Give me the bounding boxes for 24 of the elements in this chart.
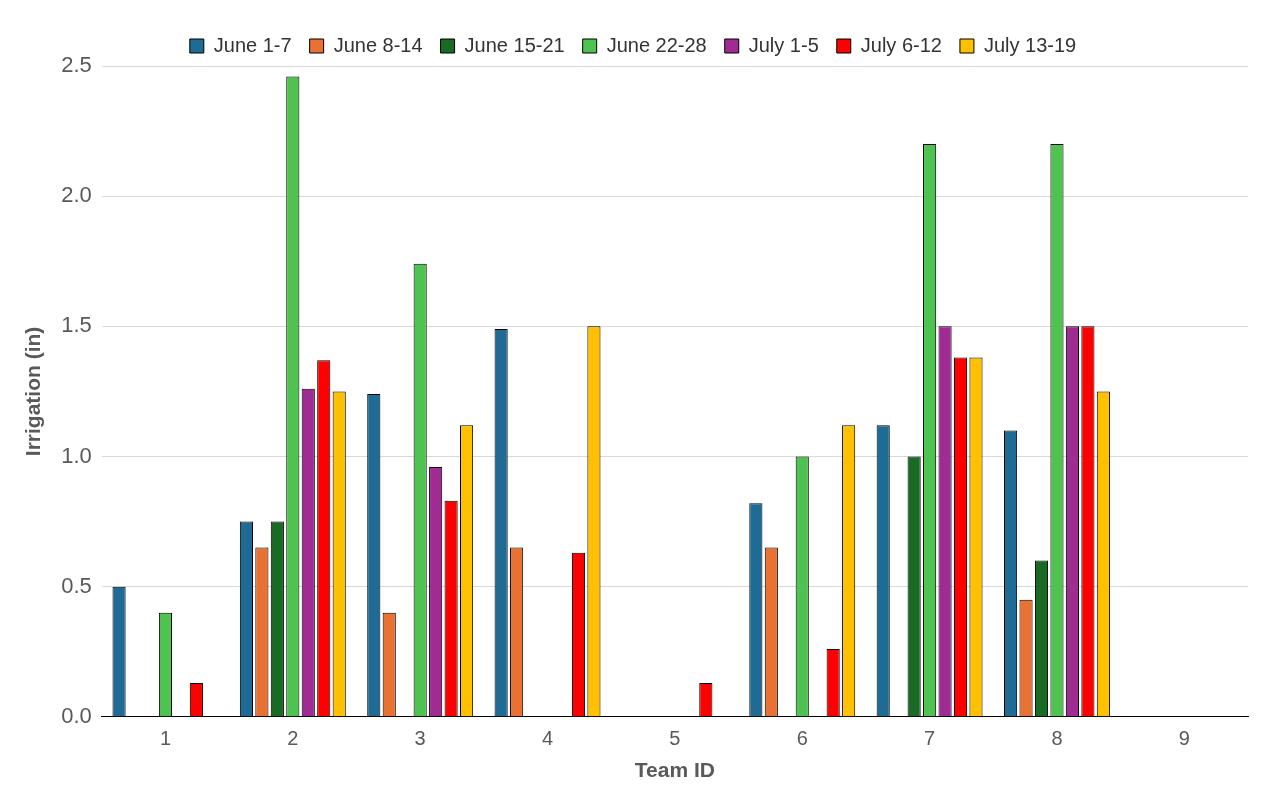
legend-label: June 8-14 bbox=[333, 33, 423, 56]
legend-label: July 6-12 bbox=[860, 33, 942, 56]
x-tick-label: 4 bbox=[541, 727, 554, 750]
y-tick-label: 1.0 bbox=[61, 442, 92, 468]
y-tick-label: 0.0 bbox=[61, 702, 92, 728]
x-tick-label: 2 bbox=[287, 727, 299, 750]
y-tick-label: 2.0 bbox=[61, 182, 92, 208]
x-tick-label: 7 bbox=[924, 727, 936, 750]
legend-label: June 22-28 bbox=[606, 33, 707, 56]
x-tick-label: 5 bbox=[669, 727, 681, 750]
legend-label: June 1-7 bbox=[213, 33, 292, 56]
x-tick-label: 1 bbox=[159, 727, 172, 750]
y-tick-label: 2.5 bbox=[61, 52, 92, 78]
x-axis-title: Team ID bbox=[634, 758, 715, 782]
legend-label: July 1-5 bbox=[748, 33, 819, 56]
legend-label: June 15-21 bbox=[464, 33, 565, 56]
x-tick-label: 9 bbox=[1178, 727, 1190, 750]
y-axis-title: Irrigation (in) bbox=[21, 326, 45, 457]
x-tick-label: 6 bbox=[796, 727, 808, 750]
y-tick-label: 1.5 bbox=[61, 312, 92, 338]
x-tick-label: 3 bbox=[414, 727, 426, 750]
x-tick-label: 8 bbox=[1051, 727, 1063, 750]
y-tick-label: 0.5 bbox=[61, 572, 92, 598]
legend-label: July 13-19 bbox=[983, 33, 1077, 56]
